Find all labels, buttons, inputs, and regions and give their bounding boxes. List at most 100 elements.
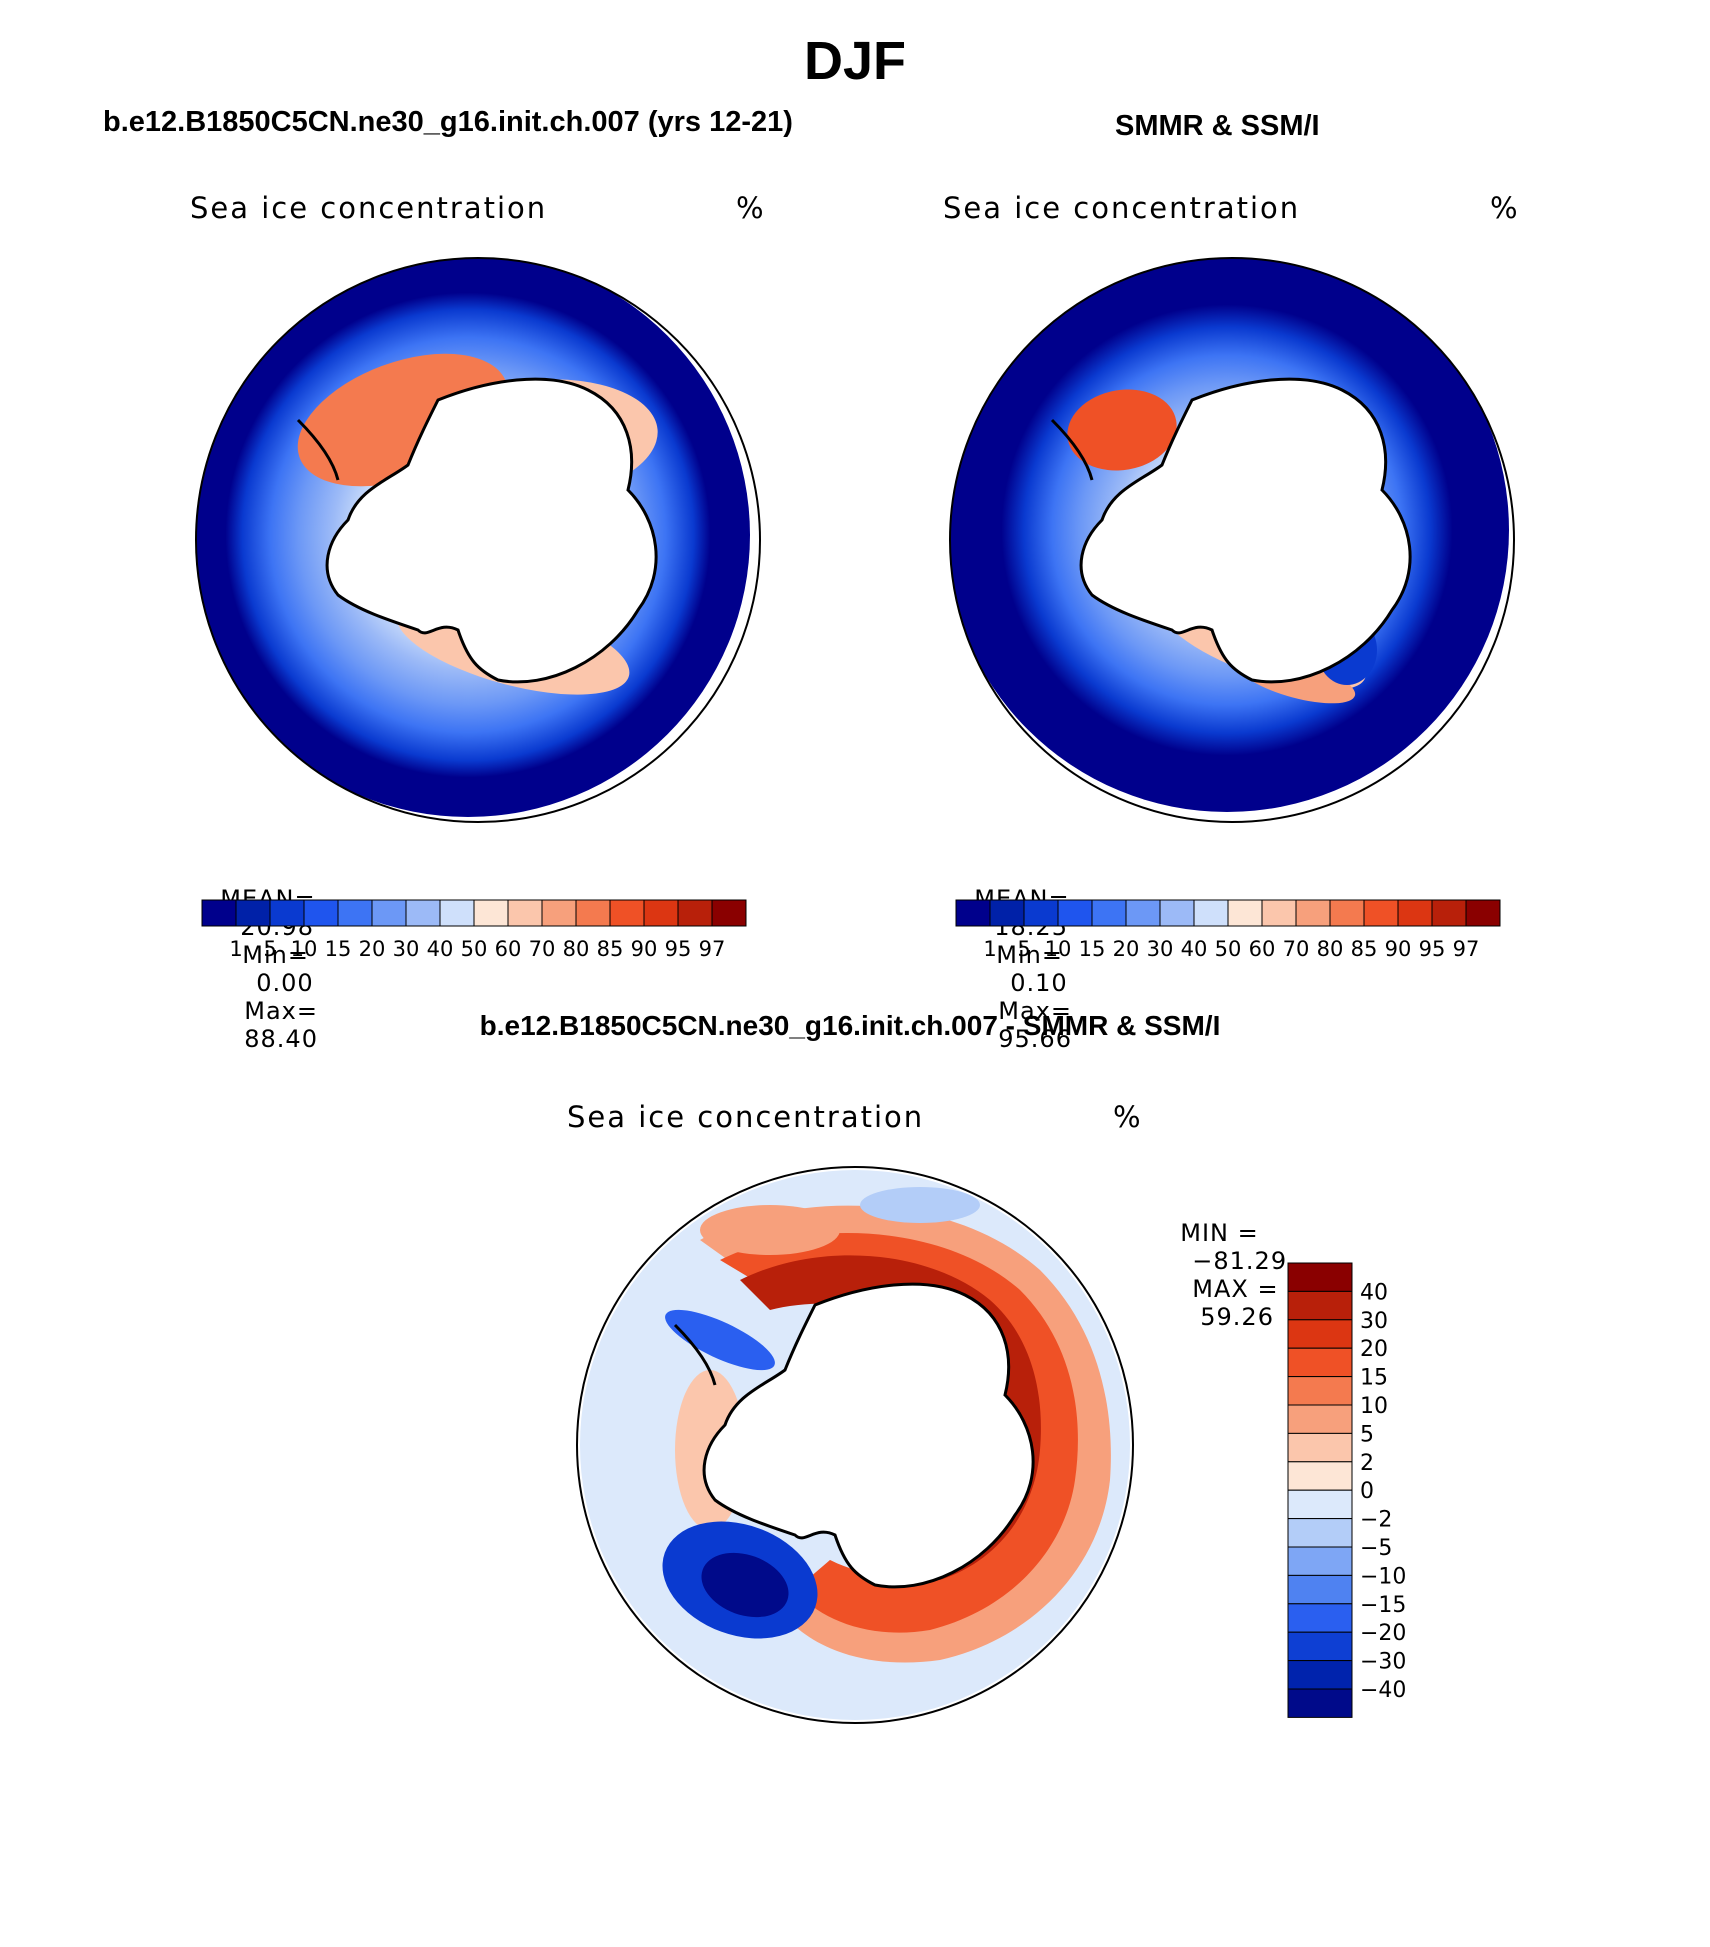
model-max-label: Max= [244,997,318,1025]
obs-min-label: Min= [996,941,1063,969]
obs-colorbar-box [1125,899,1161,927]
diff-colorbar-tick-label: 30 [1360,1309,1388,1334]
obs-ice-map [949,257,1515,823]
diff-colorbar-tick-label: 0 [1360,1479,1374,1504]
obs-colorbar-box [1295,899,1331,927]
model-colorbar-tick-label: 50 [461,937,488,961]
obs-colorbar-box [1431,899,1467,927]
antarctica-continent-diff [702,1282,1035,1589]
obs-colorbar-box [1261,899,1297,927]
diff-ice-map [576,1166,1134,1724]
diff-map-boundary [576,1166,1134,1724]
figure-title: DJF [803,31,906,91]
model-colorbar-tick-label: 60 [495,937,522,961]
model-colorbar-box [677,899,713,927]
model-colorbar-box [201,899,237,927]
diff-colorbar-box [1287,1489,1353,1520]
obs-colorbar-box [1363,899,1399,927]
obs-colorbar-box [1091,899,1127,927]
obs-colorbar-tick-label: 15 [1079,937,1106,961]
diff-colorbar-tick-label: 20 [1360,1337,1388,1362]
diff-colorbar-tick-label: 2 [1360,1451,1374,1476]
obs-stats: MEAN= 18.25 Min= 0.10 Max= 95.66 [957,857,1072,1053]
model-colorbar-tick-label: 90 [631,937,658,961]
diff-max-label: MAX = [1192,1275,1279,1303]
diff-colorbar-tick-label: 5 [1360,1422,1374,1447]
model-colorbar-tick-label: 97 [699,937,726,961]
diff-units-label: % [1113,1100,1141,1134]
model-colorbar-box [235,899,271,927]
obs-colorbar-tick-label: 97 [1453,937,1480,961]
diff-colorbar-box [1287,1574,1353,1605]
model-colorbar-tick-label: 40 [427,937,454,961]
obs-colorbar-tick-label: 70 [1283,937,1310,961]
obs-colorbar-tick-label: 90 [1385,937,1412,961]
model-colorbar-tick-label: 10 [291,937,318,961]
obs-colorbar-box [1057,899,1093,927]
diff-colorbar-tick-label: −2 [1360,1508,1392,1533]
diff-colorbar-tick-label: −10 [1360,1564,1406,1589]
obs-colorbar-box [1329,899,1365,927]
obs-map-boundary [949,257,1515,823]
diff-stats: MIN = −81.29 MAX = 59.26 [1163,1191,1287,1331]
diff-colorbar-box [1287,1631,1353,1662]
diff-min-value: −81.29 [1192,1247,1288,1275]
obs-colorbar-tick-label: 1 [983,937,996,961]
model-min-value: 0.00 [256,969,314,997]
model-colorbar-box [473,899,509,927]
model-colorbar-box [371,899,407,927]
model-colorbar-box [269,899,305,927]
model-units-label: % [736,191,764,225]
model-variable-label: Sea ice concentration [190,191,548,225]
diff-variable-label: Sea ice concentration [567,1100,925,1134]
obs-colorbar-tick-label: 85 [1351,937,1378,961]
antarctica-continent-obs [1079,377,1412,684]
obs-units-label: % [1490,191,1518,225]
model-colorbar-tick-label: 5 [263,937,276,961]
obs-colorbar-box [1159,899,1195,927]
diff-colorbar-box [1287,1603,1353,1633]
diff-colorbar-box [1287,1461,1353,1491]
diff-colorbar-box [1287,1518,1353,1548]
model-colorbar-box [439,899,475,927]
obs-colorbar-box [1397,899,1433,927]
obs-colorbar-tick-label: 60 [1249,937,1276,961]
model-colorbar-tick-label: 15 [325,937,352,961]
diff-colorbar-box [1287,1546,1353,1576]
diff-colorbar-box [1287,1660,1353,1690]
diff-max-value: 59.26 [1200,1303,1274,1331]
diff-colorbar-box [1287,1404,1353,1434]
model-colorbar-tick-label: 85 [597,937,624,961]
obs-min-value: 0.10 [1010,969,1068,997]
obs-colorbar-tick-label: 10 [1045,937,1072,961]
diff-colorbar-box [1287,1319,1353,1349]
model-colorbar-box [609,899,645,927]
model-colorbar-box [643,899,679,927]
model-colorbar-box [303,899,339,927]
model-colorbar-box [405,899,441,927]
model-ice-map [195,257,761,823]
model-colorbar-box [575,899,611,927]
model-max-value: 88.40 [244,1025,318,1053]
obs-variable-label: Sea ice concentration [943,191,1301,225]
diff-colorbar-box [1287,1432,1353,1463]
obs-colorbar-tick-label: 80 [1317,937,1344,961]
model-colorbar-tick-label: 95 [665,937,692,961]
model-map-boundary [195,257,761,823]
diff-min-label: MIN = [1180,1219,1259,1247]
diff-colorbar-tick-label: −30 [1360,1650,1406,1675]
antarctica-continent-model [325,377,658,684]
obs-colorbar-tick-label: 50 [1215,937,1242,961]
diff-panel-title: b.e12.B1850C5CN.ne30_g16.init.ch.007 - S… [479,1010,1221,1041]
model-colorbar-box [507,899,543,927]
diff-colorbar-tick-label: 10 [1360,1394,1388,1419]
model-colorbar-tick-label: 80 [563,937,590,961]
model-colorbar-tick-label: 20 [359,937,386,961]
model-colorbar-tick-label: 1 [229,937,242,961]
model-colorbar-tick-label: 30 [393,937,420,961]
obs-colorbar-box [1465,899,1501,927]
obs-max-value: 95.66 [998,1025,1072,1053]
obs-colorbar-tick-label: 5 [1017,937,1030,961]
diff-colorbar-box [1287,1290,1353,1321]
obs-colorbar-tick-label: 95 [1419,937,1446,961]
